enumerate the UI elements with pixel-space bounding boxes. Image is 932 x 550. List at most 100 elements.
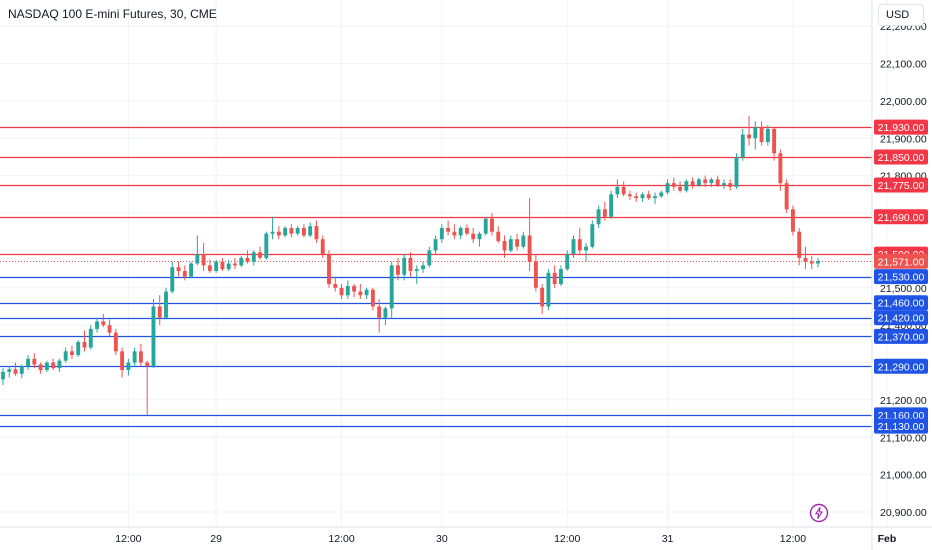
- candle-body: [590, 224, 595, 247]
- candle-body: [772, 128, 777, 154]
- candle-body: [339, 287, 344, 296]
- last-price-label: 21,571.00: [878, 256, 925, 268]
- candle-body: [665, 183, 670, 193]
- candle-body: [464, 227, 469, 234]
- price-tick-label: 20,900.00: [880, 507, 927, 519]
- candle-body: [728, 183, 733, 187]
- candle-body: [207, 265, 212, 271]
- candle-body: [76, 341, 81, 356]
- price-tick-label: 21,000.00: [880, 470, 927, 482]
- level-label-tag: [874, 269, 928, 285]
- candle-body: [7, 369, 12, 372]
- candle-body: [659, 192, 664, 197]
- candle-body: [38, 364, 43, 371]
- candle-body: [571, 239, 576, 255]
- candle-body: [107, 325, 112, 333]
- candle-body: [51, 362, 56, 369]
- candle-body: [477, 233, 482, 240]
- candle-body: [189, 263, 194, 277]
- candle-body: [439, 227, 444, 240]
- candle-body: [233, 263, 237, 266]
- candle-body: [195, 254, 200, 264]
- level-label-text: 21,530.00: [878, 272, 925, 284]
- candle-body: [715, 179, 720, 186]
- candle-body: [396, 265, 400, 275]
- candle-body: [132, 351, 137, 363]
- candle-body: [540, 287, 545, 307]
- candle-body: [640, 194, 645, 199]
- candle-body: [602, 209, 607, 217]
- candle-body: [433, 239, 438, 251]
- candle-body: [88, 328, 93, 348]
- candle-body: [609, 194, 614, 217]
- symbol-title[interactable]: NASDAQ 100 E-mini Futures, 30, CME: [8, 7, 217, 21]
- candle-body: [747, 134, 751, 139]
- candle-body: [584, 246, 588, 251]
- level-label-text: 21,420.00: [878, 313, 925, 325]
- time-tick-label: 30: [436, 533, 448, 545]
- candle-body: [333, 284, 338, 288]
- price-tick-label: 21,200.00: [880, 395, 927, 407]
- candle-body: [753, 127, 758, 139]
- candle-body: [546, 272, 551, 307]
- levels-layer: [0, 126, 872, 428]
- candle-body: [490, 218, 494, 232]
- candle-body: [126, 362, 131, 371]
- candle-body: [32, 358, 37, 365]
- candle-body: [320, 239, 325, 255]
- level-label-tag: [874, 209, 928, 225]
- candle-body: [427, 250, 432, 266]
- candle-body: [816, 261, 820, 264]
- candle-body: [722, 183, 726, 186]
- candle-body: [508, 239, 513, 251]
- candle-body: [258, 252, 262, 258]
- level-label-tag: [874, 358, 928, 374]
- candle-body: [496, 231, 501, 242]
- currency-button[interactable]: USD: [878, 4, 924, 26]
- candle-body: [408, 257, 413, 271]
- lightning-bolt-icon[interactable]: [809, 503, 829, 523]
- price-tick-label: 22,000.00: [880, 96, 927, 108]
- candle-body: [778, 153, 783, 184]
- level-label-tag: [874, 149, 928, 165]
- candle-body: [157, 306, 162, 318]
- level-labels: 21,930.00 21,850.00 21,775.00 21,690.00 21,5…: [874, 119, 928, 434]
- level-label-tag: [874, 310, 928, 326]
- candle-body: [57, 360, 62, 369]
- candle-body: [709, 179, 714, 184]
- candle-body: [671, 183, 676, 187]
- candle-body: [314, 226, 319, 240]
- candle-body: [19, 366, 24, 374]
- level-label-text: 21,460.00: [878, 298, 925, 310]
- candle-body: [113, 332, 118, 352]
- level-label-text: 21,775.00: [878, 180, 925, 192]
- candle-body: [678, 186, 683, 191]
- candle-body: [13, 369, 18, 374]
- candle-body: [452, 231, 457, 236]
- last-price-tag: [874, 253, 928, 269]
- candle-body: [201, 254, 206, 266]
- level-label-text: 21,370.00: [878, 331, 925, 343]
- candle-body: [765, 128, 770, 143]
- candle-body: [308, 226, 313, 236]
- time-tick-label: 12:00: [554, 533, 580, 545]
- candle-body: [370, 289, 375, 307]
- candle-body: [245, 257, 250, 262]
- level-label-text: 21,290.00: [878, 361, 925, 373]
- candle-body: [596, 209, 601, 225]
- candle-body: [251, 252, 256, 262]
- candle-body: [502, 241, 507, 251]
- candle-body: [471, 233, 476, 240]
- candle-body: [803, 257, 808, 262]
- candle-body: [565, 254, 570, 270]
- candle-body: [283, 227, 288, 236]
- candle-body: [170, 267, 175, 292]
- candle-body: [483, 218, 488, 234]
- candle-body: [684, 181, 689, 191]
- candle-body: [26, 358, 31, 367]
- candle-body: [421, 265, 425, 270]
- candle-body: [696, 179, 701, 186]
- time-tick-label: 12:00: [780, 533, 806, 545]
